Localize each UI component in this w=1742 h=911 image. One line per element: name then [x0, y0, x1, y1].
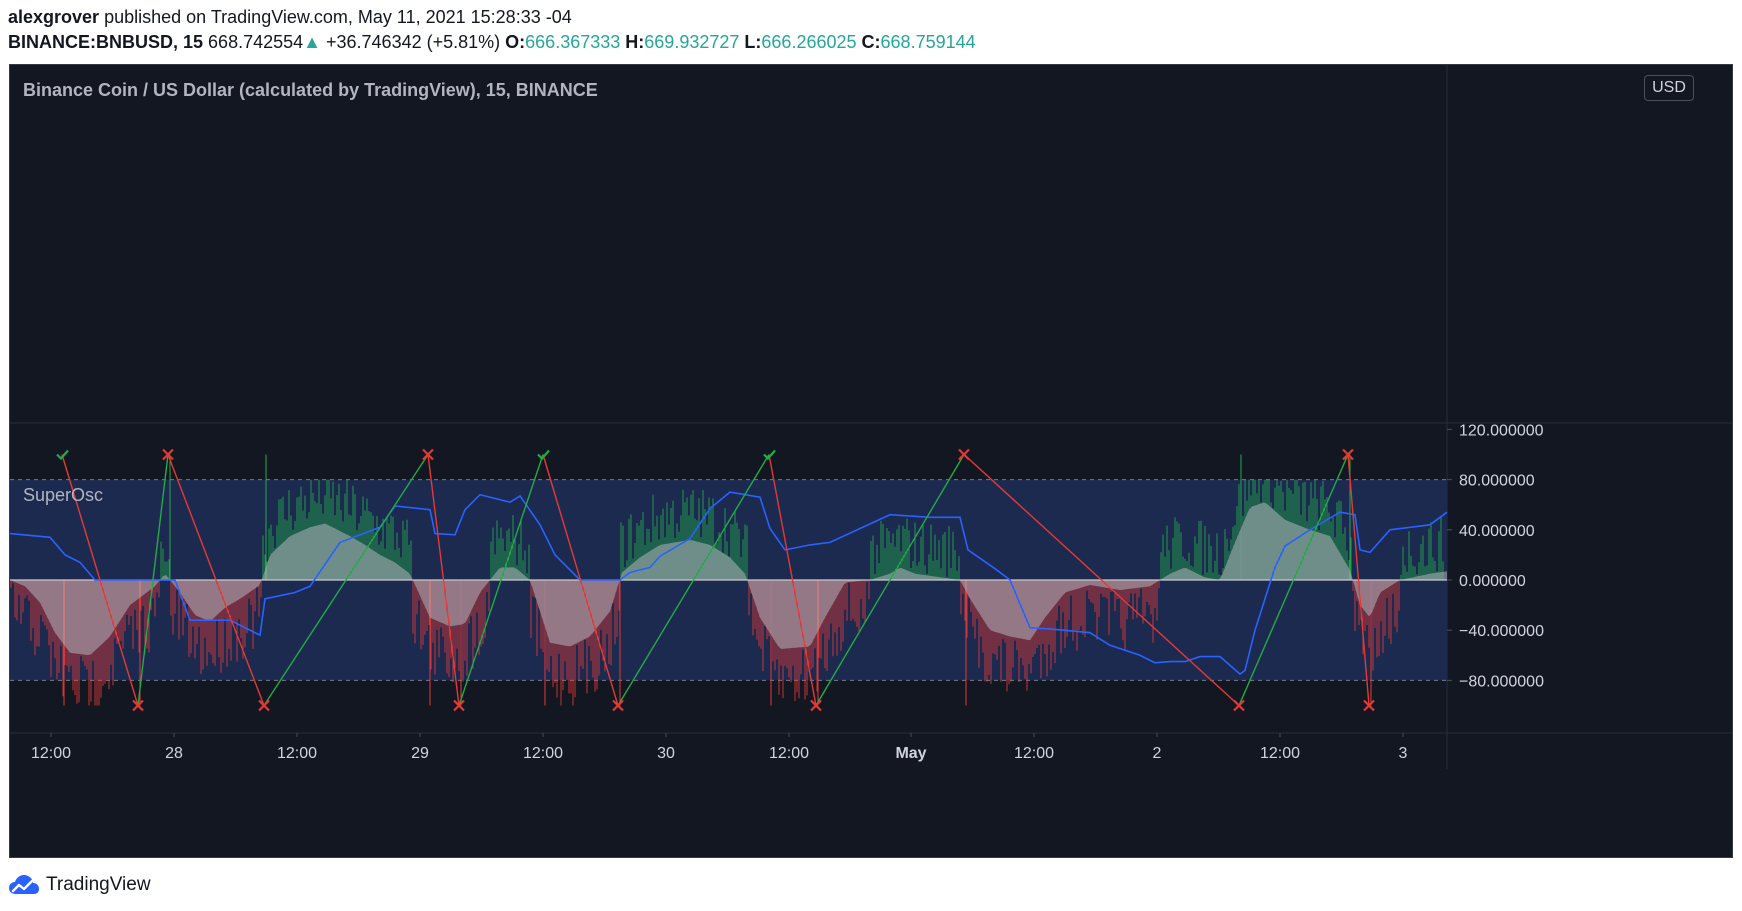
author-name[interactable]: alexgrover: [8, 7, 100, 27]
low-value: 666.266025: [761, 32, 857, 52]
oscillator-pane-title: SuperOsc: [23, 485, 104, 505]
cross-icon: [422, 448, 434, 461]
low-label: L:: [744, 32, 762, 52]
cross-icon: [1363, 699, 1375, 712]
time-tick-label: 12:00: [769, 745, 809, 762]
cross-stroke: [810, 699, 822, 712]
cross-stroke: [258, 699, 270, 712]
cross-stroke: [132, 699, 144, 712]
signal-line: [1347, 454, 1370, 706]
cross-stroke: [1363, 699, 1375, 712]
cross-icon: [453, 699, 465, 712]
osc-area-fill: [10, 502, 1447, 655]
symbol-label: BINANCE:BNBUSD, 15: [8, 32, 204, 52]
time-tick-label: 12:00: [31, 745, 71, 762]
time-tick-label: 30: [657, 745, 675, 762]
open-value: 666.367333: [525, 32, 621, 52]
currency-button[interactable]: USD: [1644, 75, 1694, 101]
signal-line: [137, 454, 169, 706]
chart-frame[interactable]: 640.000000620.000000600.000000580.000000…: [9, 64, 1733, 858]
close-label: C:: [861, 32, 881, 52]
last-price: 668.742554: [208, 32, 304, 52]
published-text: published on TradingView.com, May 11, 20…: [104, 7, 572, 27]
signal-line: [167, 454, 265, 706]
high-label: H:: [625, 32, 645, 52]
osc-tick-label: −80.000000: [1459, 673, 1544, 690]
tradingview-cloud-icon: [9, 875, 39, 894]
time-tick-label: 12:00: [1014, 745, 1054, 762]
cross-icon: [132, 699, 144, 712]
check-icon: [537, 449, 550, 461]
signal-line: [1238, 454, 1349, 706]
price-change: +36.746342 (+5.81%): [326, 32, 501, 52]
main-pane-title: Binance Coin / US Dollar (calculated by …: [23, 80, 598, 100]
chart-background: [10, 65, 1732, 857]
cross-stroke: [1342, 448, 1354, 461]
signal-zigzag: [61, 453, 1370, 707]
cross-icon: [958, 448, 970, 461]
cross-icon: [612, 699, 624, 712]
cross-icon: [1342, 448, 1354, 461]
signal-line: [263, 454, 429, 706]
up-arrow-icon: ▲: [303, 32, 321, 52]
cross-stroke: [612, 699, 624, 712]
time-tick-label: 28: [165, 745, 183, 762]
open-label: O:: [505, 32, 526, 52]
time-tick-label: 12:00: [1260, 745, 1300, 762]
time-tick-label: 2: [1153, 745, 1162, 762]
osc-tick-label: −40.000000: [1459, 623, 1544, 640]
signal-line: [458, 454, 544, 706]
osc-tick-label: 120.000000: [1459, 422, 1544, 439]
footer-brand[interactable]: TradingView: [8, 870, 151, 900]
signal-line: [963, 453, 1240, 707]
cross-icon: [162, 448, 174, 461]
high-value: 669.932727: [644, 32, 740, 52]
ohlc-legend: BINANCE:BNBUSD, 15 668.742554▲ +36.74634…: [8, 32, 976, 53]
check-icon: [763, 449, 776, 461]
signal-line: [427, 454, 460, 706]
cross-icon: [1233, 699, 1245, 712]
cross-icon: [810, 699, 822, 712]
time-tick-label: 12:00: [523, 745, 563, 762]
cross-stroke: [162, 448, 174, 461]
cross-stroke: [422, 448, 434, 461]
time-tick-label: 12:00: [277, 745, 317, 762]
signal-line: [815, 454, 965, 706]
signal-line: [61, 454, 139, 706]
close-value: 668.759144: [880, 32, 976, 52]
time-tick-label: 29: [411, 745, 429, 762]
time-tick-label: 3: [1399, 745, 1408, 762]
osc-tick-label: 0.000000: [1459, 573, 1526, 590]
publish-info: alexgrover published on TradingView.com,…: [8, 7, 572, 28]
signal-line: [617, 454, 770, 706]
cross-stroke: [453, 699, 465, 712]
check-icon: [56, 449, 69, 461]
signal-line: [542, 454, 619, 706]
osc-tick-label: 40.000000: [1459, 523, 1535, 540]
cross-icon: [258, 699, 270, 712]
osc-tick-label: 80.000000: [1459, 473, 1535, 490]
cross-stroke: [1233, 699, 1245, 712]
time-tick-label: May: [895, 745, 926, 762]
footer-brand-text: TradingView: [46, 874, 151, 895]
cross-stroke: [958, 448, 970, 461]
chart-canvas[interactable]: 640.000000620.000000600.000000580.000000…: [10, 65, 1733, 858]
signal-line: [768, 454, 817, 706]
